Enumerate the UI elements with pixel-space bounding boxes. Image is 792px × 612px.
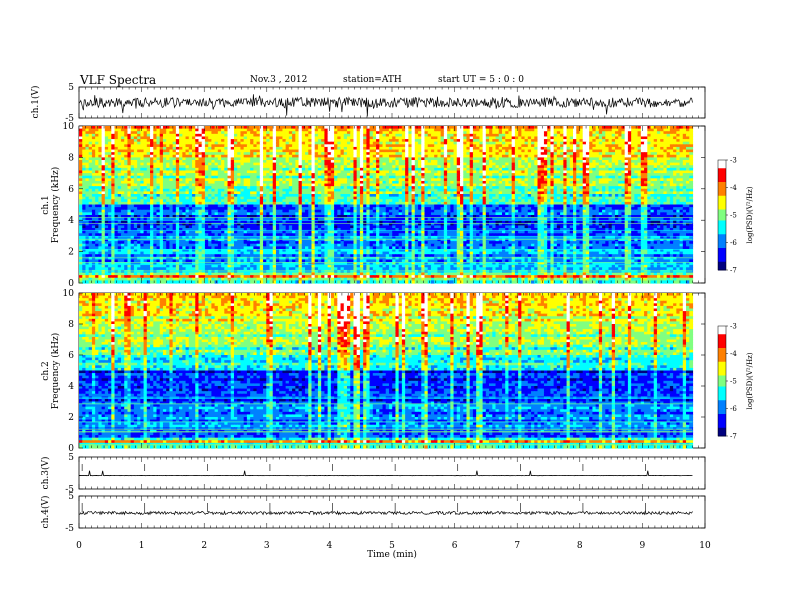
date-label: Nov.3 , 2012 — [250, 75, 307, 85]
vlf-spectra-figure: VLF Spectra Nov.3 , 2012 station=ATH sta… — [0, 0, 792, 612]
figure-title: VLF Spectra — [79, 73, 156, 87]
ch1-spectrogram — [79, 126, 693, 284]
station-label: station=ATH — [343, 75, 402, 85]
start-time-label: start UT = 5 : 0 : 0 — [438, 75, 524, 85]
